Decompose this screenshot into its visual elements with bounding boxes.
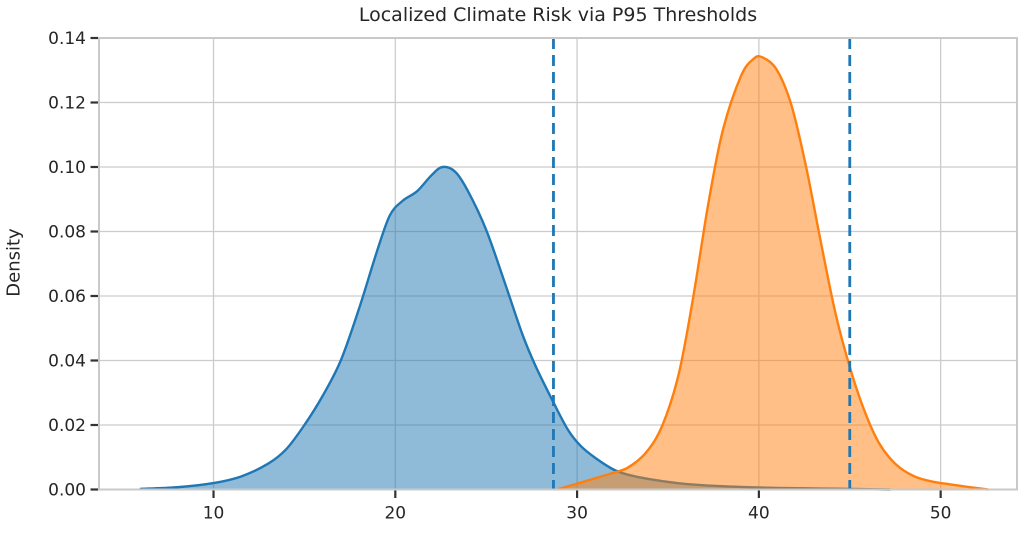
y-tick-label: 0.12 [48,94,86,114]
axes-frame [98,37,1018,491]
distribution-a-density-fill [140,166,890,490]
x-tick-label: 50 [930,504,952,524]
y-tick-label: 0.10 [48,158,86,178]
x-tick-label: 20 [384,504,406,524]
x-tick-label: 40 [748,504,770,524]
y-tick-label: 0.02 [48,416,86,436]
y-tick-label: 0.06 [48,287,86,307]
distribution-b-density-line [557,54,990,491]
y-tick-label: 0.08 [48,223,86,243]
chart-title: Localized Climate Risk via P95 Threshold… [358,4,758,26]
y-tick-label: 0.04 [48,352,86,372]
distribution-b-density-fill [558,56,988,490]
x-tick-label: 30 [566,504,588,524]
y-tick-label: 0.00 [48,481,86,501]
y-tick-label: 0.14 [48,29,86,49]
x-tick-label: 10 [203,504,225,524]
